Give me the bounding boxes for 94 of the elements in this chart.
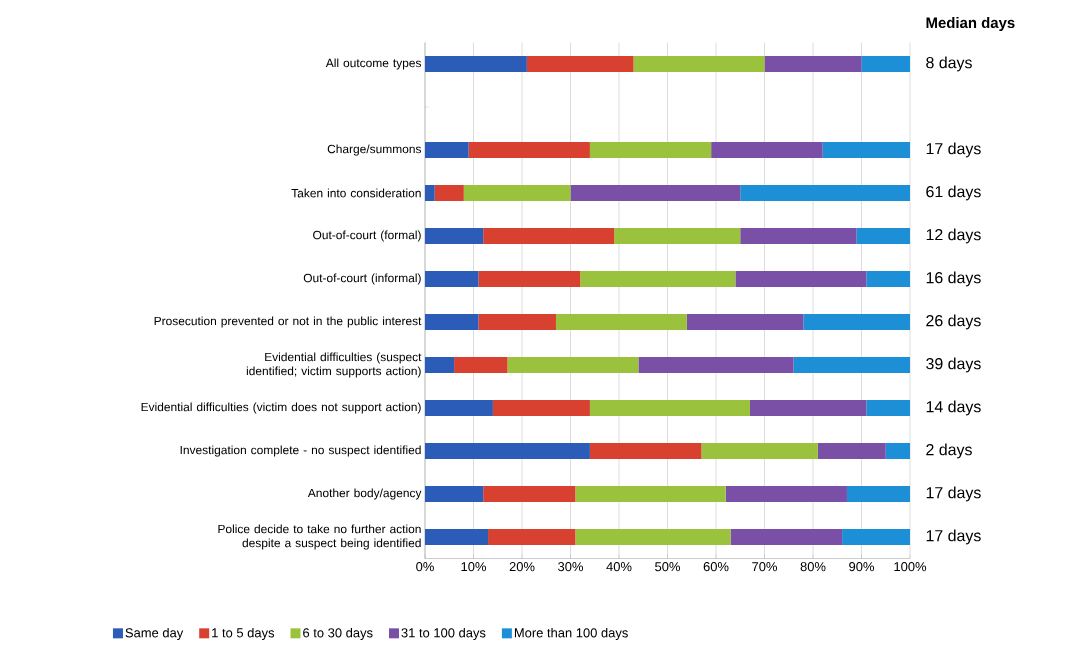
- y-tick-label: Out-of-court (formal): [313, 230, 421, 242]
- bar: [822, 142, 911, 158]
- bar: [425, 185, 435, 201]
- x-tick-label: 70%: [752, 562, 778, 572]
- bar: [885, 443, 911, 459]
- bar: [425, 357, 455, 373]
- bar: [483, 228, 615, 244]
- bar: [749, 400, 867, 416]
- bar: [856, 228, 911, 244]
- y-tick-label: Taken into consideration: [291, 188, 421, 198]
- bar: [580, 271, 736, 287]
- bar: [468, 142, 590, 158]
- bar: [842, 529, 911, 546]
- x-tick-label: 20%: [509, 562, 535, 572]
- text: 61 days: [926, 185, 981, 201]
- bar: [526, 56, 634, 72]
- bar: [725, 486, 847, 503]
- x-tick-label: 50%: [655, 562, 681, 572]
- bar: [589, 400, 750, 416]
- bar: [555, 314, 687, 330]
- bar: [803, 314, 911, 330]
- x-tick-label: 30%: [558, 562, 584, 572]
- bar: [589, 443, 702, 459]
- bar: [861, 56, 911, 72]
- text: 12 days: [926, 228, 981, 244]
- bar: [463, 185, 571, 201]
- x-tick-label: 80%: [800, 562, 826, 572]
- y-tick-label: All outcome types: [325, 58, 422, 70]
- legend-label: 6 to 30 days: [303, 627, 373, 640]
- bar: [740, 228, 857, 244]
- bar: [425, 400, 493, 416]
- legend-label: Same day: [125, 627, 184, 640]
- bar: [735, 271, 867, 287]
- legend-label: 1 to 5 days: [212, 627, 275, 640]
- bar: [740, 185, 911, 201]
- y-tick-label: Evidential difficulties (suspect identified; victim supports action): [246, 352, 422, 378]
- bar: [633, 56, 765, 72]
- bar: [730, 529, 843, 546]
- legend-label: 31 to 100 days: [401, 627, 486, 640]
- bar: [425, 529, 489, 546]
- bar: [701, 443, 818, 459]
- text: 8 days: [926, 56, 972, 72]
- x-tick-label: 90%: [849, 562, 875, 572]
- text: 16 days: [926, 271, 981, 287]
- bar: [764, 56, 862, 72]
- y-tick-label: Investigation complete - no suspect identified: [180, 445, 421, 457]
- bar: [817, 443, 886, 459]
- bar: [478, 271, 581, 287]
- y-tick-label: Police decide to take no further action despite a suspect being identified: [218, 524, 421, 550]
- bar: [425, 142, 469, 158]
- bar: [425, 271, 479, 287]
- bar: [492, 400, 590, 416]
- bar: [846, 486, 911, 503]
- text: 17 days: [926, 142, 981, 158]
- x-tick-label: 100%: [894, 562, 927, 572]
- text: 17 days: [926, 529, 981, 545]
- bar: [483, 486, 576, 503]
- bar: [614, 228, 741, 244]
- bar: [425, 228, 484, 244]
- bar: [425, 486, 484, 503]
- legend-label: More than 100 days: [514, 627, 628, 640]
- bar: [425, 443, 590, 459]
- bar: [575, 486, 726, 503]
- text: 2 days: [926, 443, 972, 459]
- bar: [570, 185, 741, 201]
- bar: [425, 56, 527, 72]
- bar: [425, 314, 479, 330]
- bar: [866, 271, 911, 287]
- bar: [793, 357, 911, 373]
- x-tick-label: 10%: [461, 562, 487, 572]
- bar: [686, 314, 804, 330]
- bar: [575, 529, 731, 546]
- bar: [434, 185, 464, 201]
- y-tick-label: Evidential difficulties (victim does not support action): [141, 402, 421, 414]
- bar: [589, 142, 712, 158]
- text: 17 days: [926, 486, 981, 502]
- bar: [638, 357, 794, 373]
- y-tick-label: Another body/agency: [307, 488, 422, 500]
- text: 26 days: [926, 314, 981, 330]
- bar: [507, 357, 639, 373]
- x-tick-label: 60%: [703, 562, 729, 572]
- y-tick-label: Charge/summons: [327, 144, 422, 156]
- text: 14 days: [926, 400, 981, 416]
- bar: [488, 529, 576, 546]
- x-tick-label: 40%: [606, 562, 632, 572]
- bar: [454, 357, 508, 373]
- y-tick-label: Prosecution prevented or not in the public interest: [154, 316, 422, 328]
- bar: [478, 314, 556, 330]
- bar: [711, 142, 823, 158]
- text: Median days: [926, 17, 1015, 31]
- text: 39 days: [926, 357, 981, 373]
- y-tick-label: Out-of-court (informal): [303, 273, 421, 285]
- x-tick-label: 0%: [416, 562, 434, 572]
- bar: [866, 400, 911, 416]
